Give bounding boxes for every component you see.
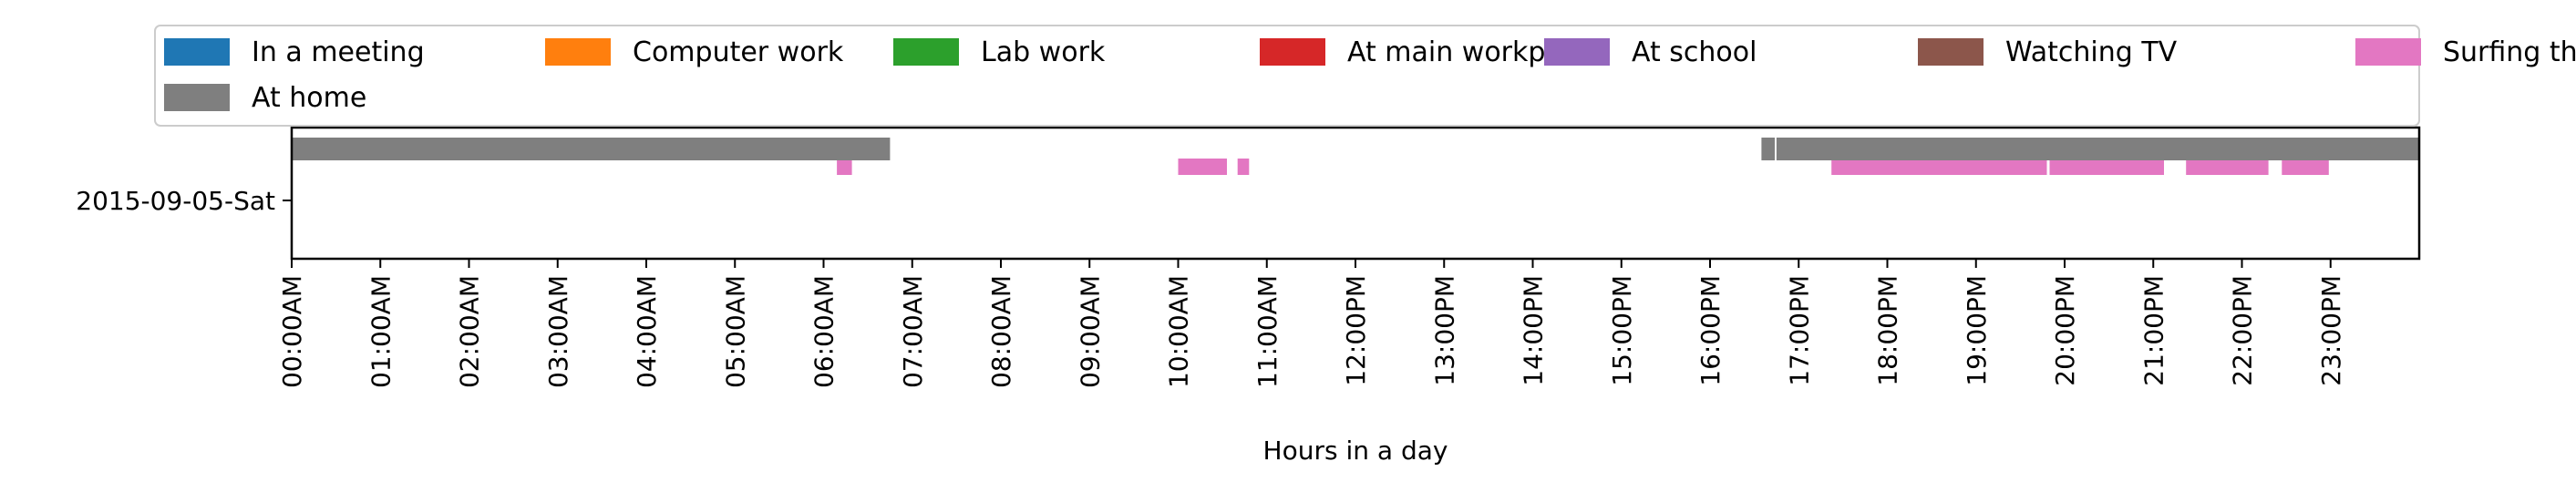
legend-swatch bbox=[164, 38, 230, 66]
legend-item: Surfing the internet bbox=[2355, 36, 2576, 68]
activity-bar bbox=[2282, 159, 2329, 175]
x-tick-label: 08:00AM bbox=[986, 275, 1016, 388]
legend-item: At home bbox=[164, 82, 366, 114]
x-tick-label: 19:00PM bbox=[1962, 275, 1992, 386]
legend-swatch bbox=[2355, 38, 2421, 66]
legend-label: At school bbox=[1632, 36, 1757, 68]
x-tick-label: 12:00PM bbox=[1341, 275, 1371, 386]
legend-swatch bbox=[545, 38, 611, 66]
y-axis: 2015-09-05-Sat bbox=[76, 186, 292, 216]
activity-bar bbox=[2186, 159, 2269, 175]
legend-swatch bbox=[164, 84, 230, 111]
x-tick-label: 15:00PM bbox=[1607, 275, 1637, 386]
legend-swatch bbox=[893, 38, 959, 66]
legend-item: In a meeting bbox=[164, 36, 425, 68]
legend-label: At home bbox=[252, 82, 366, 114]
activity-bar bbox=[292, 138, 891, 160]
legend-box bbox=[154, 25, 2420, 127]
x-tick-label: 18:00PM bbox=[1873, 275, 1903, 386]
legend-label: Computer work bbox=[633, 36, 844, 68]
legend: In a meeting Computer work Lab work At main… bbox=[154, 25, 2576, 127]
x-tick-label: 02:00AM bbox=[455, 275, 485, 388]
x-tick-label: 13:00PM bbox=[1429, 275, 1459, 386]
x-tick-label: 11:00AM bbox=[1252, 275, 1283, 388]
legend-swatch bbox=[1918, 38, 1984, 66]
x-tick-label: 22:00PM bbox=[2228, 275, 2258, 386]
activity-bar bbox=[1831, 159, 2047, 175]
legend-item: Watching TV bbox=[1918, 36, 2178, 68]
x-tick-label: 17:00PM bbox=[1784, 275, 1814, 386]
legend-item: Computer work bbox=[545, 36, 844, 68]
x-tick-label: 16:00PM bbox=[1695, 275, 1726, 386]
activity-bar bbox=[1237, 159, 1250, 175]
x-tick-label: 20:00PM bbox=[2050, 275, 2080, 386]
legend-swatch bbox=[1260, 38, 1325, 66]
y-tick-label: 2015-09-05-Sat bbox=[76, 186, 275, 216]
x-tick-label: 10:00AM bbox=[1164, 275, 1194, 388]
x-tick-label: 14:00PM bbox=[1519, 275, 1549, 386]
x-tick-label: 04:00AM bbox=[632, 275, 662, 388]
activity-bar bbox=[1178, 159, 1227, 175]
activity-bars bbox=[292, 138, 2419, 175]
x-tick-label: 00:00AM bbox=[277, 275, 307, 388]
legend-item: Lab work bbox=[893, 36, 1106, 68]
legend-item: At school bbox=[1544, 36, 1757, 68]
legend-label: In a meeting bbox=[252, 36, 425, 68]
x-tick-label: 05:00AM bbox=[720, 275, 750, 388]
x-tick-label: 07:00AM bbox=[898, 275, 928, 388]
activity-bar bbox=[2049, 159, 2164, 175]
activity-bar bbox=[837, 159, 852, 175]
legend-label: Surfing the internet bbox=[2443, 36, 2576, 68]
activity-bar bbox=[1776, 138, 2419, 160]
x-tick-label: 09:00AM bbox=[1075, 275, 1105, 388]
x-axis: 00:00AM 01:00AM 02:00AM 03:00AM 04:00AM 05:00… bbox=[277, 259, 2346, 388]
activity-bar bbox=[1761, 138, 1775, 160]
x-axis-label: Hours in a day bbox=[1263, 436, 1448, 466]
x-tick-label: 21:00PM bbox=[2138, 275, 2169, 386]
x-tick-label: 01:00AM bbox=[366, 275, 396, 388]
x-tick-label: 23:00PM bbox=[2316, 275, 2346, 386]
legend-label: Watching TV bbox=[2005, 36, 2178, 68]
legend-label: Lab work bbox=[981, 36, 1106, 68]
x-tick-label: 06:00AM bbox=[809, 275, 840, 388]
legend-swatch bbox=[1544, 38, 1610, 66]
x-tick-label: 03:00AM bbox=[543, 275, 573, 388]
